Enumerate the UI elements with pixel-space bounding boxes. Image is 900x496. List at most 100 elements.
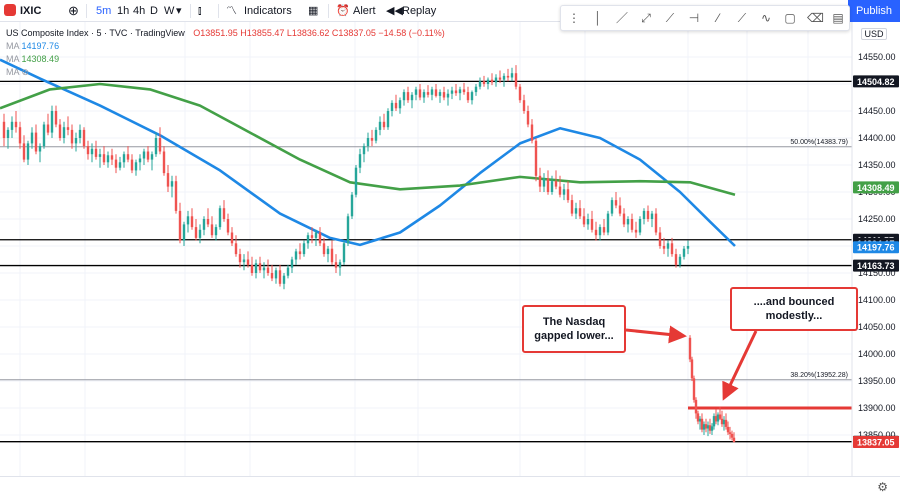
candle bbox=[498, 70, 502, 83]
candle-body bbox=[122, 154, 126, 163]
candle bbox=[434, 84, 438, 98]
candle-body bbox=[694, 399, 698, 414]
candle bbox=[442, 86, 446, 101]
trash-icon[interactable]: ▤ bbox=[832, 11, 844, 25]
candle-body bbox=[126, 154, 130, 160]
candle bbox=[602, 219, 606, 236]
candle bbox=[242, 254, 246, 271]
candle bbox=[728, 426, 732, 440]
candle-body bbox=[382, 121, 386, 128]
replay-icon[interactable]: ◀◀ bbox=[386, 5, 403, 17]
extended-line-icon[interactable]: ⤢ bbox=[641, 11, 651, 25]
candle bbox=[354, 165, 358, 198]
candle bbox=[262, 262, 266, 279]
candle bbox=[70, 124, 74, 149]
candle-body bbox=[166, 173, 170, 187]
price-tag-label: 14504.82 bbox=[857, 77, 895, 87]
candle bbox=[718, 406, 722, 420]
candle bbox=[366, 132, 370, 152]
candle-body bbox=[334, 262, 338, 268]
layout-icon[interactable]: ▦ bbox=[308, 5, 319, 17]
candle-body bbox=[622, 213, 626, 225]
candle bbox=[6, 127, 10, 149]
candles-icon[interactable]: ⫾ bbox=[198, 5, 202, 17]
candle bbox=[642, 208, 646, 225]
interval-4h[interactable]: 4h bbox=[133, 5, 146, 17]
cursor-icon[interactable]: ⋮ bbox=[568, 11, 580, 25]
candle-body bbox=[598, 227, 602, 236]
candle-body bbox=[514, 73, 518, 87]
interval-d[interactable]: D bbox=[150, 5, 158, 17]
candle-body bbox=[310, 235, 314, 238]
candle-body bbox=[306, 235, 310, 244]
candle bbox=[58, 119, 62, 141]
replay-button[interactable]: Replay bbox=[402, 5, 437, 17]
candle-body bbox=[614, 200, 618, 206]
candle-body bbox=[414, 89, 418, 95]
price-tag-label: 14163.73 bbox=[857, 261, 895, 271]
interval-5m[interactable]: 5m bbox=[96, 5, 112, 17]
candle-body bbox=[358, 154, 362, 168]
candle bbox=[226, 213, 230, 236]
path-icon[interactable]: ⟋ bbox=[737, 11, 747, 25]
publish-button[interactable]: Publish bbox=[848, 0, 900, 22]
candle-body bbox=[266, 267, 270, 273]
candle-body bbox=[270, 273, 274, 279]
interval-1h[interactable]: 1h bbox=[117, 5, 130, 17]
candle-body bbox=[74, 138, 78, 144]
candle bbox=[614, 192, 618, 209]
eraser-icon[interactable]: ⌫ bbox=[807, 11, 824, 25]
indicators-icon[interactable]: 〽 bbox=[226, 5, 237, 17]
candle-body bbox=[698, 418, 702, 422]
chevron-down-icon[interactable]: ▾ bbox=[176, 5, 182, 17]
trend-line-icon[interactable]: ／ bbox=[615, 11, 628, 25]
candle-body bbox=[642, 210, 646, 219]
candle bbox=[686, 240, 690, 255]
candle bbox=[386, 108, 390, 130]
candle-body bbox=[114, 159, 118, 168]
legend-title[interactable]: US Composite Index · 5 · TVC · TradingVi… bbox=[6, 28, 185, 38]
candle bbox=[514, 65, 518, 90]
candle-body bbox=[678, 256, 682, 265]
candle bbox=[378, 116, 382, 136]
candle bbox=[466, 86, 470, 103]
vertical-line-icon[interactable]: │ bbox=[594, 11, 602, 25]
candle bbox=[482, 75, 486, 87]
currency-selector[interactable]: USD bbox=[861, 28, 887, 40]
candle-body bbox=[214, 227, 218, 236]
legend-ma1-row[interactable]: MA 14197.76 bbox=[6, 40, 445, 52]
candle bbox=[724, 413, 728, 430]
candle-body bbox=[728, 432, 732, 434]
brush-icon[interactable]: ⁄ bbox=[716, 11, 719, 25]
candle bbox=[2, 113, 6, 147]
price-tag-label: 14197.76 bbox=[857, 243, 895, 253]
indicators-button[interactable]: Indicators bbox=[244, 5, 292, 17]
alert-icon[interactable]: ⏰ bbox=[336, 5, 350, 17]
polyline-icon[interactable]: ∿ bbox=[760, 11, 772, 25]
alert-button[interactable]: Alert bbox=[353, 5, 376, 17]
horizontal-ray-icon[interactable]: ⊣ bbox=[688, 11, 700, 25]
candle-body bbox=[242, 259, 246, 263]
price-tick-label: 14450.00 bbox=[858, 106, 896, 116]
candle-body bbox=[146, 151, 150, 160]
interval-w[interactable]: W bbox=[164, 5, 175, 17]
candle-body bbox=[438, 92, 442, 96]
plus-circle-icon[interactable]: ⊕ bbox=[68, 3, 79, 18]
candle-body bbox=[634, 229, 638, 233]
candle bbox=[732, 432, 736, 443]
candle bbox=[318, 227, 322, 246]
symbol-name[interactable]: IXIC bbox=[20, 5, 42, 17]
candle-body bbox=[582, 216, 586, 225]
rectangle-icon[interactable]: ▢ bbox=[784, 11, 796, 25]
candle-body bbox=[118, 162, 122, 168]
legend-ma2-row[interactable]: MA 14308.49 bbox=[6, 53, 445, 65]
ray-icon[interactable]: ⟋ bbox=[665, 11, 675, 25]
candle-body bbox=[314, 232, 318, 238]
legend-ma2-value: 14308.49 bbox=[21, 54, 60, 64]
legend-ma3-row[interactable]: MA ⊘ bbox=[6, 66, 445, 78]
eye-hidden-icon[interactable]: ⊘ bbox=[21, 67, 30, 77]
candle-body bbox=[70, 129, 74, 144]
candle bbox=[182, 221, 186, 246]
settings-gear-icon[interactable]: ⚙ bbox=[877, 480, 888, 494]
